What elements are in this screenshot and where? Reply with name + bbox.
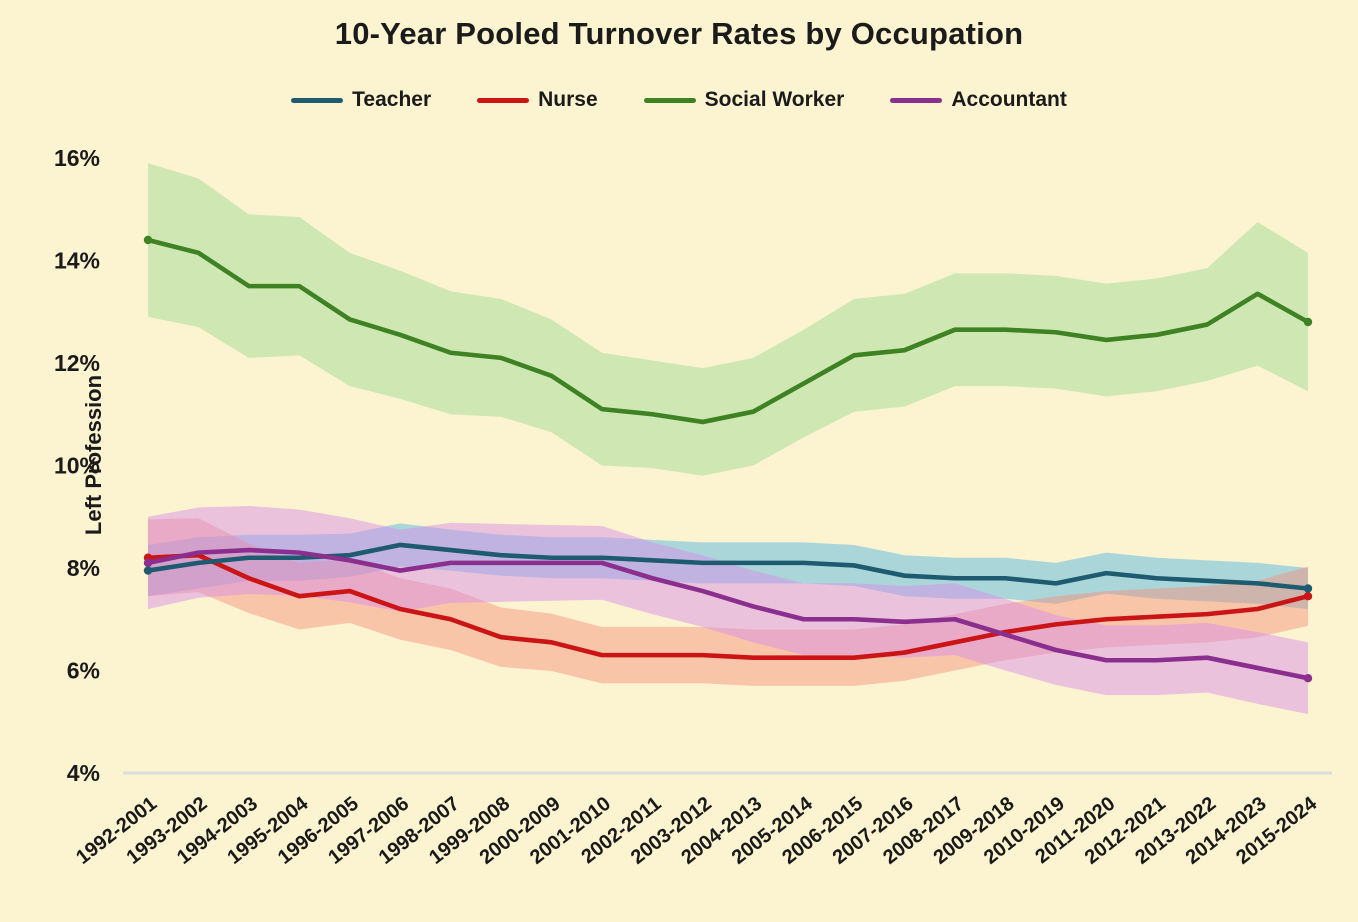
legend-item-teacher: Teacher bbox=[291, 88, 431, 112]
y-tick-label: 4% bbox=[67, 760, 100, 786]
legend-label-nurse: Nurse bbox=[538, 88, 598, 111]
legend-label-social-worker: Social Worker bbox=[704, 88, 845, 111]
accountant-endpoint-dot bbox=[1303, 673, 1313, 683]
social-worker-confidence-band bbox=[148, 163, 1308, 476]
y-tick-label: 12% bbox=[54, 350, 100, 376]
legend: Teacher Nurse Social Worker Accountant bbox=[0, 88, 1358, 112]
social-worker-line-swatch bbox=[643, 97, 696, 103]
accountant-line-swatch bbox=[890, 97, 943, 103]
y-axis-title: Left Profession bbox=[81, 374, 107, 536]
y-tick-label: 14% bbox=[54, 248, 100, 274]
y-tick-label: 16% bbox=[54, 145, 100, 171]
legend-label-teacher: Teacher bbox=[352, 88, 432, 111]
nurse-endpoint-dot bbox=[1303, 591, 1313, 601]
y-tick-label: 10% bbox=[54, 453, 100, 479]
social-worker-endpoint-dot bbox=[143, 235, 153, 245]
nurse-line bbox=[145, 552, 1311, 660]
legend-item-accountant: Accountant bbox=[890, 88, 1067, 112]
chart-title: 10-Year Pooled Turnover Rates by Occupat… bbox=[334, 16, 1024, 51]
nurse-line-swatch bbox=[477, 97, 530, 103]
accountant-line bbox=[145, 547, 1311, 681]
teacher-line bbox=[145, 542, 1311, 591]
teacher-line-swatch bbox=[291, 97, 344, 103]
legend-item-social-worker: Social Worker bbox=[643, 88, 845, 112]
legend-label-accountant: Accountant bbox=[951, 88, 1067, 111]
y-tick-label: 6% bbox=[67, 658, 100, 684]
teacher-confidence-band bbox=[148, 523, 1308, 609]
social-worker-endpoint-dot bbox=[1303, 317, 1313, 327]
y-tick-label: 8% bbox=[67, 555, 100, 581]
accountant-confidence-band bbox=[148, 505, 1308, 715]
nurse-confidence-band bbox=[148, 518, 1308, 686]
legend-item-nurse: Nurse bbox=[477, 88, 598, 112]
social-worker-line bbox=[145, 237, 1311, 425]
teacher-endpoint-dot bbox=[1303, 584, 1313, 593]
accountant-endpoint-dot bbox=[143, 558, 153, 568]
teacher-endpoint-dot bbox=[143, 566, 153, 575]
